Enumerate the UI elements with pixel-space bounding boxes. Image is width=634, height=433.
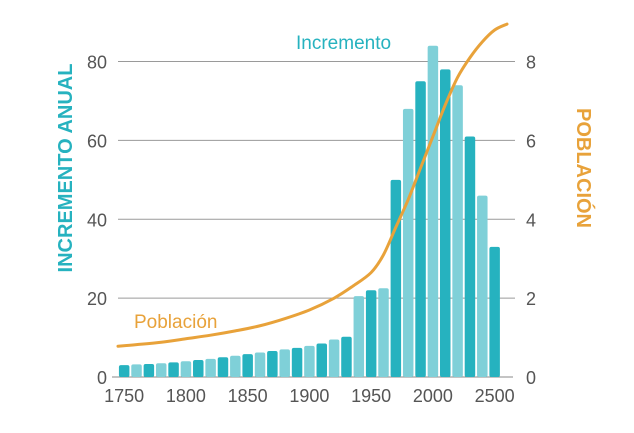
x-axis-ticks: 1750 1800 1850 1900 1950 2000 2500 bbox=[104, 386, 515, 406]
bar bbox=[217, 357, 229, 377]
x-tick-label: 1950 bbox=[351, 386, 391, 406]
bars-legend-label: Incremento bbox=[296, 33, 391, 54]
right-axis-ticks: 0 2 4 6 8 bbox=[526, 53, 536, 388]
bar bbox=[205, 358, 216, 377]
right-tick-label: 4 bbox=[526, 210, 536, 230]
bar bbox=[193, 360, 204, 377]
bars-group bbox=[118, 45, 500, 378]
population-line-group bbox=[116, 22, 509, 348]
bar bbox=[143, 363, 155, 377]
right-tick-label: 2 bbox=[526, 289, 536, 309]
bar bbox=[427, 45, 439, 377]
left-tick-label: 20 bbox=[87, 289, 107, 309]
x-tick-label: 1850 bbox=[228, 386, 268, 406]
bar bbox=[341, 336, 352, 377]
right-tick-label: 0 bbox=[526, 368, 536, 388]
bar bbox=[440, 69, 451, 377]
bar bbox=[477, 195, 488, 377]
bar bbox=[390, 179, 402, 377]
bar bbox=[402, 108, 414, 377]
bar bbox=[353, 296, 365, 377]
left-axis-ticks: 0 20 40 60 80 bbox=[87, 53, 107, 388]
bar bbox=[267, 350, 278, 377]
left-tick-label: 0 bbox=[97, 368, 107, 388]
bar bbox=[316, 343, 328, 377]
right-axis-title: POBLACIÓN bbox=[572, 108, 596, 228]
left-tick-label: 60 bbox=[87, 131, 107, 151]
line-legend-label: Población bbox=[134, 312, 217, 333]
bar bbox=[291, 347, 303, 377]
bar bbox=[415, 81, 426, 378]
bar bbox=[378, 288, 389, 377]
bar bbox=[452, 85, 463, 378]
bar bbox=[131, 364, 142, 377]
bar bbox=[489, 246, 500, 377]
bar bbox=[279, 349, 290, 377]
bar bbox=[242, 354, 253, 377]
x-tick-label: 2000 bbox=[413, 386, 453, 406]
x-tick-label: 1800 bbox=[166, 386, 206, 406]
x-tick-label: 1900 bbox=[289, 386, 329, 406]
bar bbox=[155, 363, 167, 377]
bar bbox=[464, 136, 476, 377]
bar bbox=[328, 339, 340, 377]
right-tick-label: 6 bbox=[526, 131, 536, 151]
bar bbox=[365, 290, 377, 377]
bar bbox=[230, 355, 241, 377]
left-axis-title: INCREMENTO ANUAL bbox=[55, 64, 77, 273]
bar bbox=[118, 365, 130, 377]
bar bbox=[254, 352, 266, 377]
x-tick-label: 1750 bbox=[104, 386, 144, 406]
x-tick-label: 2500 bbox=[475, 386, 515, 406]
population-line bbox=[116, 22, 509, 348]
bar bbox=[180, 361, 192, 377]
bar bbox=[304, 345, 315, 377]
right-tick-label: 8 bbox=[526, 53, 536, 73]
left-tick-label: 80 bbox=[87, 53, 107, 73]
bar bbox=[168, 362, 179, 377]
left-tick-label: 40 bbox=[87, 210, 107, 230]
